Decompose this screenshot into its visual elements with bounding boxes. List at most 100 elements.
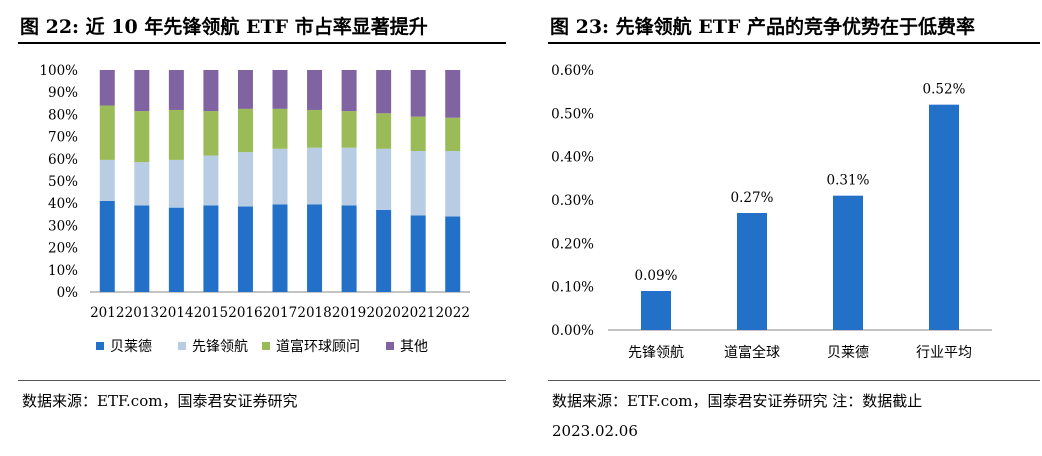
y-tick-label: 0.60% xyxy=(551,63,594,79)
bar-segment xyxy=(376,113,392,149)
y-tick-label: 100% xyxy=(39,63,78,79)
bar-segment xyxy=(445,117,461,152)
bar-segment xyxy=(376,148,392,210)
bar-segment xyxy=(237,206,253,292)
right-source-rule xyxy=(548,380,1040,381)
bar-segment xyxy=(410,70,426,117)
bar-segment xyxy=(134,162,150,206)
x-tick-label: 2012 xyxy=(90,305,124,321)
bar-segment xyxy=(376,209,392,292)
bar-segment xyxy=(99,159,115,201)
bar-segment xyxy=(341,147,357,206)
y-tick-label: 50% xyxy=(48,174,78,190)
bar-segment xyxy=(410,116,426,152)
bar-segment xyxy=(134,70,150,112)
bar-segment xyxy=(99,70,115,106)
bar-segment xyxy=(99,200,115,292)
bar-segment xyxy=(445,151,461,217)
bar xyxy=(737,213,767,330)
bar-segment xyxy=(272,148,288,205)
y-tick-label: 0.20% xyxy=(551,236,594,252)
x-tick-label: 贝莱德 xyxy=(827,345,869,361)
bar-segment xyxy=(168,70,184,110)
right-title-rule xyxy=(548,42,1040,44)
bar-segment xyxy=(445,216,461,292)
y-tick-label: 0.30% xyxy=(551,193,594,209)
bar-segment xyxy=(99,105,115,160)
y-tick-label: 0% xyxy=(57,285,79,301)
x-tick-label: 2021 xyxy=(401,305,435,321)
x-tick-label: 道富全球 xyxy=(724,344,780,361)
bar-data-label: 0.52% xyxy=(923,82,966,98)
bar-segment xyxy=(203,155,219,206)
left-figure-panel: 图 22: 近 10 年先锋领航 ETF 市占率显著提升 0% 10% 20% 30%… xyxy=(0,0,512,456)
y-tick-label: 90% xyxy=(48,85,78,101)
x-tick-label: 2016 xyxy=(228,305,262,321)
bar-segment xyxy=(410,151,426,216)
left-title-rule xyxy=(18,42,506,44)
x-tick-label: 2014 xyxy=(159,305,193,321)
y-tick-label: 60% xyxy=(48,152,78,168)
bar xyxy=(641,291,671,330)
legend-swatch xyxy=(386,342,394,350)
y-tick-label: 0.10% xyxy=(551,280,594,296)
right-figure-panel: 图 23: 先锋领航 ETF 产品的竞争优势在于低费率 0.00% 0.10% 0.… xyxy=(530,0,1042,456)
bar-segment xyxy=(272,108,288,149)
bar-segment xyxy=(341,111,357,148)
x-tick-label: 2017 xyxy=(263,305,297,321)
legend-label: 贝莱德 xyxy=(110,339,152,355)
y-tick-label: 80% xyxy=(48,107,78,123)
bar-segment xyxy=(168,207,184,292)
bar-segment xyxy=(134,111,150,163)
bar-data-label: 0.31% xyxy=(827,173,870,189)
legend-swatch xyxy=(178,342,186,350)
y-tick-label: 0.50% xyxy=(551,106,594,122)
y-tick-label: 30% xyxy=(48,218,78,234)
bar-segment xyxy=(203,70,219,112)
bar-segment xyxy=(168,159,184,208)
legend-swatch xyxy=(262,342,270,350)
bar-segment xyxy=(341,70,357,112)
x-tick-label: 行业平均 xyxy=(916,345,972,361)
left-source-rule xyxy=(18,380,506,381)
bar-segment xyxy=(307,147,323,205)
legend-label: 道富环球顾问 xyxy=(276,338,360,355)
left-source-note: 数据来源：ETF.com，国泰君安证券研究 xyxy=(22,392,298,410)
bar-segment xyxy=(203,205,219,292)
x-tick-label: 2013 xyxy=(125,305,159,321)
legend-swatch xyxy=(96,342,104,350)
y-tick-label: 0.00% xyxy=(551,323,594,339)
right-figure-title: 图 23: 先锋领航 ETF 产品的竞争优势在于低费率 xyxy=(550,16,976,38)
bar-segment xyxy=(134,205,150,292)
y-tick-label: 20% xyxy=(48,241,78,257)
expense-ratio-bar-chart: 0.00% 0.10% 0.20% 0.30% 0.40% 0.50% 0.60% 0.09%… xyxy=(551,63,992,361)
bar-data-label: 0.27% xyxy=(731,190,774,206)
right-source-line-1: 数据来源：ETF.com，国泰君安证券研究 注：数据截止 xyxy=(552,392,923,410)
bar xyxy=(929,104,959,331)
bar xyxy=(833,195,863,330)
x-tick-label: 2020 xyxy=(366,305,400,321)
x-tick-label: 2022 xyxy=(436,305,470,321)
bar-segment xyxy=(445,70,461,118)
y-tick-label: 0.40% xyxy=(551,150,594,166)
bar-segment xyxy=(237,70,253,109)
bar-segment xyxy=(203,111,219,156)
bar-segment xyxy=(307,109,323,148)
market-share-stacked-bar-chart: 0%10%20%30%40%50%60%70%80%90%100%2012 201… xyxy=(39,63,470,355)
bar-segment xyxy=(168,109,184,160)
legend-label: 先锋领航 xyxy=(192,339,248,355)
bar-segment xyxy=(307,70,323,110)
x-tick-label: 先锋领航 xyxy=(628,345,684,361)
y-tick-label: 10% xyxy=(48,263,78,279)
x-tick-label: 2019 xyxy=(332,305,366,321)
y-tick-label: 70% xyxy=(48,130,78,146)
left-figure-title: 图 22: 近 10 年先锋领航 ETF 市占率显著提升 xyxy=(20,16,428,38)
right-source-line-2: 2023.02.06 xyxy=(552,422,638,440)
bar-segment xyxy=(272,204,288,292)
bar-segment xyxy=(272,70,288,109)
bar-segment xyxy=(410,215,426,292)
bar-segment xyxy=(376,70,392,114)
bar-data-label: 0.09% xyxy=(635,268,678,284)
x-tick-label: 2018 xyxy=(297,305,331,321)
bar-segment xyxy=(237,108,253,153)
